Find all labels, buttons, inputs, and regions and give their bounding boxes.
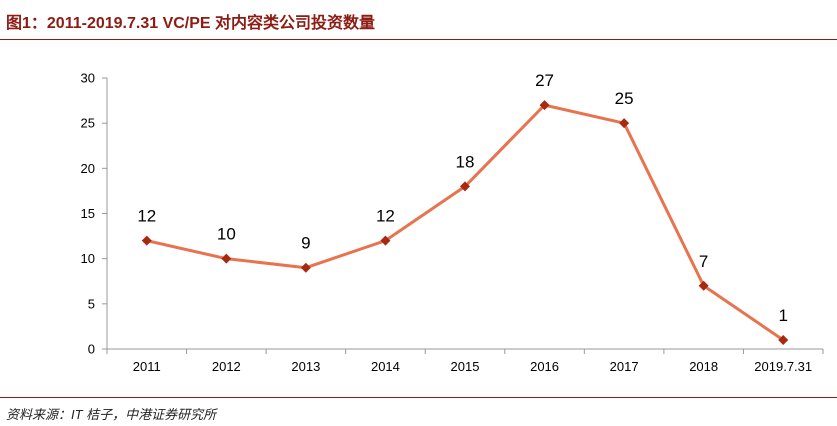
y-tick-label: 15 — [81, 206, 95, 221]
data-label: 27 — [535, 71, 554, 90]
x-tick-label: 2014 — [371, 359, 400, 374]
data-point-marker — [221, 253, 232, 264]
y-tick-label: 30 — [81, 71, 95, 86]
data-label: 25 — [615, 89, 634, 108]
data-point-marker — [141, 235, 152, 246]
data-point-marker — [380, 235, 391, 246]
data-label: 12 — [137, 207, 156, 226]
x-tick-label: 2012 — [212, 359, 241, 374]
data-label: 10 — [217, 225, 236, 244]
title-rule — [0, 39, 837, 40]
y-tick-label: 25 — [81, 116, 95, 131]
data-label: 9 — [301, 234, 310, 253]
y-tick-label: 20 — [81, 161, 95, 176]
footer-rule — [0, 397, 837, 398]
x-tick-label: 2019.7.31 — [754, 359, 812, 374]
data-label: 7 — [699, 252, 708, 271]
line-chart: 0 5 10 15 20 25 30 2011 2012 2013 2014 2015 2016 2017… — [81, 71, 824, 374]
chart-axes: 0 5 10 15 20 25 30 2011 2012 2013 2014 2015 2016 2017… — [81, 71, 824, 374]
data-point-marker — [619, 118, 630, 129]
x-tick-label: 2013 — [291, 359, 320, 374]
x-tick-label: 2017 — [610, 359, 639, 374]
chart-title: 图1：2011-2019.7.31 VC/PE 对内容类公司投资数量 — [6, 15, 376, 32]
y-tick-label: 10 — [81, 251, 95, 266]
y-tick-label: 0 — [88, 342, 95, 357]
x-tick-label: 2018 — [689, 359, 718, 374]
chart-plot: 12 10 9 12 18 27 25 7 1 — [137, 71, 789, 345]
data-label: 12 — [376, 207, 395, 226]
data-label: 18 — [456, 152, 475, 171]
series-line — [145, 103, 785, 342]
data-point-marker — [300, 262, 311, 273]
y-tick-label: 5 — [88, 296, 95, 311]
data-point-marker — [460, 181, 470, 192]
x-tick-label: 2011 — [133, 359, 161, 374]
data-point-marker — [698, 280, 709, 291]
x-tick-label: 2016 — [530, 359, 559, 374]
x-tick-label: 2015 — [451, 359, 480, 374]
source-note: 资料来源：IT 桔子，中港证券研究所 — [6, 407, 217, 422]
data-point-marker — [539, 100, 550, 111]
data-label: 1 — [778, 306, 787, 325]
data-point-marker — [778, 334, 789, 345]
